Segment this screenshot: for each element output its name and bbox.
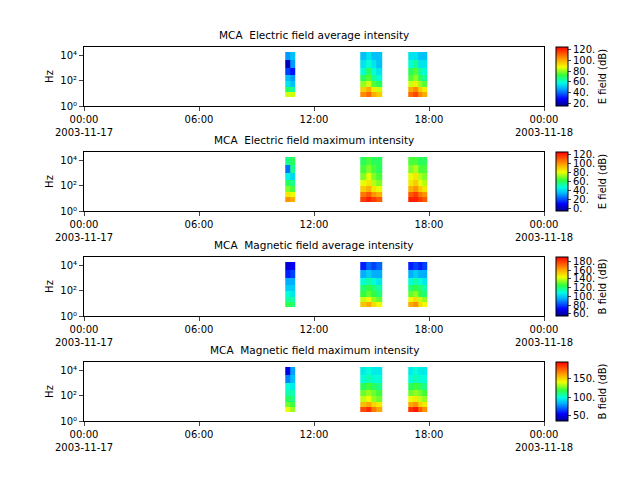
svg-text:60.: 60. [573,76,589,87]
svg-text:12:00: 12:00 [300,429,329,440]
svg-text:40.: 40. [573,185,589,196]
svg-text:10²: 10² [60,285,77,296]
svg-text:10²: 10² [60,180,77,191]
svg-text:MCA Magnetic field average in: MCA Magnetic field average intensity [214,239,414,251]
svg-text:120.: 120. [573,44,595,55]
svg-text:10⁴: 10⁴ [60,365,77,376]
svg-text:10⁰: 10⁰ [60,101,77,112]
svg-text:12:00: 12:00 [300,114,329,125]
svg-text:100.: 100. [573,55,595,66]
svg-text:18:00: 18:00 [415,114,444,125]
svg-text:18:00: 18:00 [415,219,444,230]
svg-text:10⁰: 10⁰ [60,311,77,322]
svg-text:06:00: 06:00 [185,219,214,230]
svg-text:00:002003-11-17: 00:002003-11-17 [55,324,113,348]
svg-text:00:002003-11-17: 00:002003-11-17 [55,114,113,138]
svg-text:12:00: 12:00 [300,324,329,335]
svg-text:10⁴: 10⁴ [60,155,77,166]
svg-text:20.: 20. [573,98,589,109]
svg-text:10²: 10² [60,75,77,86]
svg-text:00:002003-11-18: 00:002003-11-18 [515,114,573,138]
svg-text:10⁴: 10⁴ [60,260,77,271]
svg-text:80.: 80. [573,167,589,178]
svg-text:100.: 100. [573,392,595,403]
svg-text:MCA Electric field average in: MCA Electric field average intensity [219,29,409,41]
svg-text:80.: 80. [573,300,589,311]
svg-text:10²: 10² [60,390,77,401]
svg-text:00:002003-11-18: 00:002003-11-18 [515,324,573,348]
svg-text:10⁰: 10⁰ [60,416,77,427]
svg-text:Hz: Hz [44,385,55,398]
svg-text:10⁰: 10⁰ [60,206,77,217]
svg-text:18:00: 18:00 [415,324,444,335]
svg-text:120.: 120. [573,149,595,160]
svg-text:60.: 60. [573,308,589,319]
svg-text:150.: 150. [573,373,595,384]
svg-text:140.: 140. [573,273,595,284]
svg-text:Hz: Hz [44,70,55,83]
svg-text:60.: 60. [573,176,589,187]
svg-text:80.: 80. [573,66,589,77]
svg-text:B field (dB): B field (dB) [597,259,608,315]
svg-text:12:00: 12:00 [300,219,329,230]
svg-text:00:002003-11-17: 00:002003-11-17 [55,219,113,243]
svg-text:06:00: 06:00 [185,114,214,125]
svg-text:00:002003-11-18: 00:002003-11-18 [515,429,573,453]
svg-text:160.: 160. [573,265,595,276]
svg-text:Hz: Hz [44,280,55,293]
svg-text:20.: 20. [573,194,589,205]
svg-text:40.: 40. [573,87,589,98]
svg-text:120.: 120. [573,282,595,293]
svg-text:MCA Magnetic field maximum in: MCA Magnetic field maximum intensity [210,344,419,356]
svg-text:10⁴: 10⁴ [60,50,77,61]
svg-text:00:002003-11-17: 00:002003-11-17 [55,429,113,453]
svg-text:100.: 100. [573,291,595,302]
svg-text:B field (dB): B field (dB) [597,364,608,420]
svg-text:E field (dB): E field (dB) [597,154,608,209]
svg-text:06:00: 06:00 [185,429,214,440]
svg-text:180.: 180. [573,256,595,267]
svg-text:18:00: 18:00 [415,429,444,440]
svg-text:50.: 50. [573,410,589,421]
svg-text:E field (dB): E field (dB) [597,49,608,104]
svg-text:06:00: 06:00 [185,324,214,335]
svg-text:100.: 100. [573,158,595,169]
svg-text:0.: 0. [573,203,583,214]
svg-text:MCA Electric field maximum in: MCA Electric field maximum intensity [214,134,414,146]
svg-text:Hz: Hz [44,175,55,188]
svg-text:00:002003-11-18: 00:002003-11-18 [515,219,573,243]
